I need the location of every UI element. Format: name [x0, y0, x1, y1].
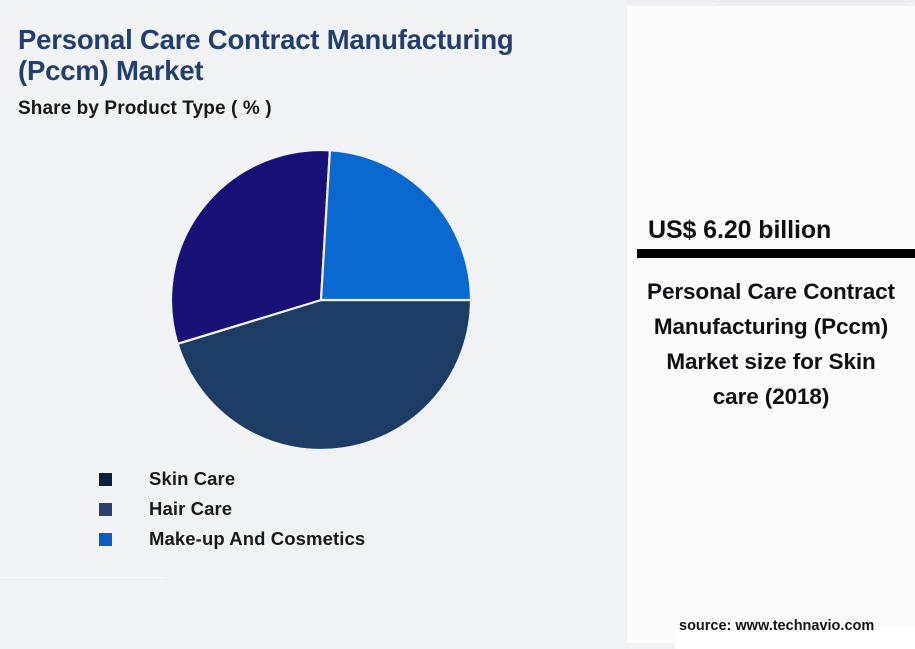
chart-subtitle: Share by Product Type ( % )	[18, 98, 272, 119]
pie-chart-svg	[171, 150, 471, 450]
page-title: Personal Care Contract Manufacturing (Pc…	[18, 24, 514, 86]
legend-label-makeup-and-cosmetics: Make-up And Cosmetics	[149, 528, 366, 549]
callout-underline-bar	[637, 249, 915, 258]
top-divider-band-secondary	[718, 3, 908, 6]
pie-chart	[171, 150, 471, 450]
pie-slice[interactable]	[176, 298, 471, 450]
chart-panel: Personal Care Contract Manufacturing (Pc…	[0, 24, 519, 578]
top-divider-band	[627, 0, 915, 3]
legend-label-hair-care: Hair Care	[149, 498, 233, 519]
chart-legend: Skin Care Hair Care Make-up And Cosmetic…	[99, 464, 519, 554]
pie-slice[interactable]	[319, 150, 471, 302]
legend-label-skin-care: Skin Care	[149, 468, 236, 489]
callout-description: Personal Care Contract Manufacturing (Pc…	[647, 279, 895, 409]
source-backdrop	[675, 627, 915, 649]
footer-rule	[0, 577, 165, 578]
legend-swatch-icon-skin-care	[99, 472, 112, 486]
legend-item-hair-care[interactable]: Hair Care	[99, 494, 519, 524]
legend-item-skin-care[interactable]: Skin Care	[99, 464, 519, 494]
callout-panel: US$ 6.20 billion Personal Care Contract …	[627, 6, 915, 649]
legend-swatch-icon-hair-care	[99, 502, 112, 516]
pie-slice[interactable]	[171, 150, 332, 346]
callout-value: US$ 6.20 billion	[648, 216, 832, 244]
source-attribution: source: www.technavio.com	[679, 618, 875, 634]
legend-swatch-icon-makeup-and-cosmetics	[99, 532, 112, 546]
legend-item-makeup-and-cosmetics[interactable]: Make-up And Cosmetics	[99, 524, 519, 554]
